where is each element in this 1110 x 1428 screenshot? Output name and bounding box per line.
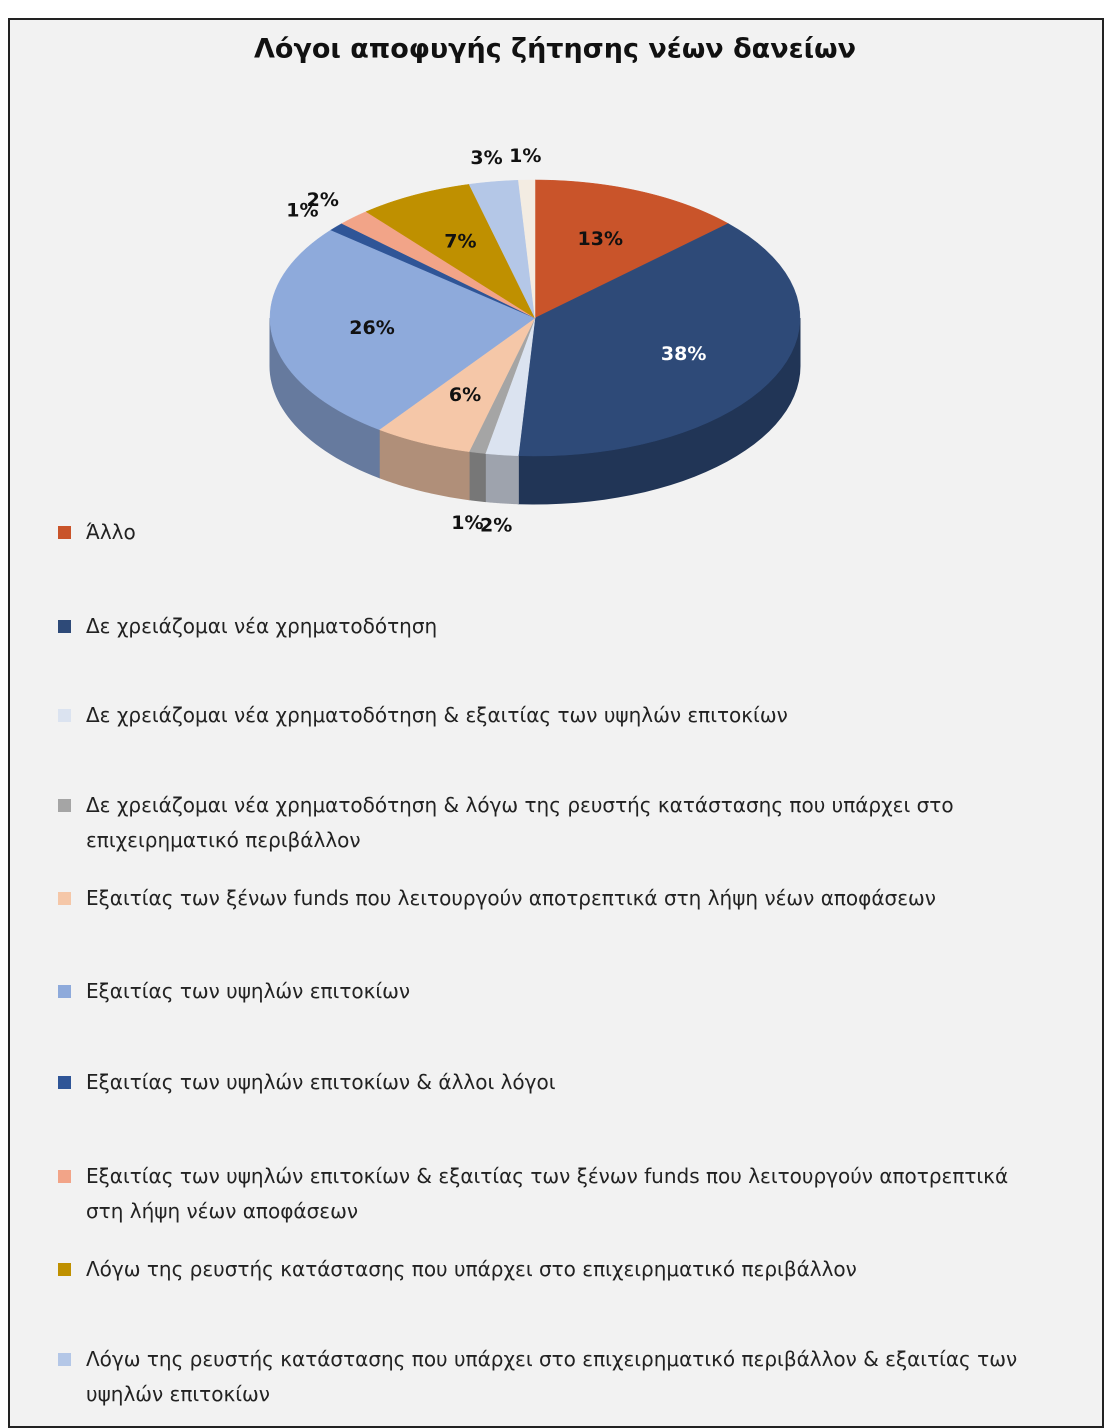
data-label: 2%: [480, 515, 512, 537]
legend-label: Εξαιτίας των υψηλών επιτοκίων & εξαιτίας…: [86, 1164, 1009, 1223]
legend-swatch: [58, 985, 71, 998]
legend-label: Εξαιτίας των υψηλών επιτοκίων & άλλοι λό…: [86, 1070, 556, 1094]
data-label: 2%: [307, 189, 339, 211]
data-label: 26%: [349, 317, 394, 339]
legend-label: Άλλο: [86, 520, 136, 544]
pie-slice: [365, 184, 536, 319]
pie-sides: [269, 317, 801, 505]
data-label: 1%: [286, 200, 318, 222]
data-label: 1%: [509, 145, 541, 167]
legend-label: Λόγω της ρευστής κατάστασης που υπάρχει …: [86, 1257, 857, 1281]
pie-slice: [518, 223, 801, 457]
legend-swatch: [58, 892, 71, 905]
legend-label: Δε χρειάζομαι νέα χρηματοδότηση & λόγω τ…: [86, 793, 954, 852]
pie-tops: [269, 179, 801, 457]
legend-label: Λόγω της ρευστής κατάστασης που υπάρχει …: [86, 1347, 1018, 1406]
pie-slice-side: [468, 451, 486, 503]
chart-title: Λόγοι αποφυγής ζήτησης νέων δανείων: [254, 34, 856, 65]
legend-swatch: [58, 1170, 71, 1183]
data-label: 1%: [451, 512, 483, 534]
legend-label: Δε χρειάζομαι νέα χρηματοδότηση & εξαιτί…: [86, 703, 788, 727]
pie-slice-side: [484, 453, 519, 505]
pie-slice: [534, 179, 729, 319]
data-label: 3%: [470, 147, 502, 169]
legend-swatch: [58, 1076, 71, 1089]
legend-label: Δε χρειάζομαι νέα χρηματοδότηση: [86, 614, 438, 638]
legend-swatch: [58, 1353, 71, 1366]
pie-slice: [330, 223, 536, 319]
legend-swatch: [58, 709, 71, 722]
legend-swatch: [58, 620, 71, 633]
pie-slice: [468, 180, 536, 319]
pie-slice: [341, 211, 536, 319]
pie-slice: [378, 317, 536, 452]
legend-swatch: [58, 1263, 71, 1276]
data-label: 13%: [578, 228, 623, 250]
legend-swatch: [58, 526, 71, 539]
pie-slice: [518, 179, 536, 319]
pie-slice: [269, 229, 536, 430]
data-label: 38%: [661, 343, 706, 365]
data-label: 6%: [449, 384, 481, 406]
legend-swatch: [58, 799, 71, 812]
data-label: 7%: [444, 230, 476, 252]
legend-label: Εξαιτίας των υψηλών επιτοκίων: [86, 979, 411, 1003]
legend-label: Εξαιτίας των ξένων funds που λειτουργούν…: [86, 886, 936, 910]
